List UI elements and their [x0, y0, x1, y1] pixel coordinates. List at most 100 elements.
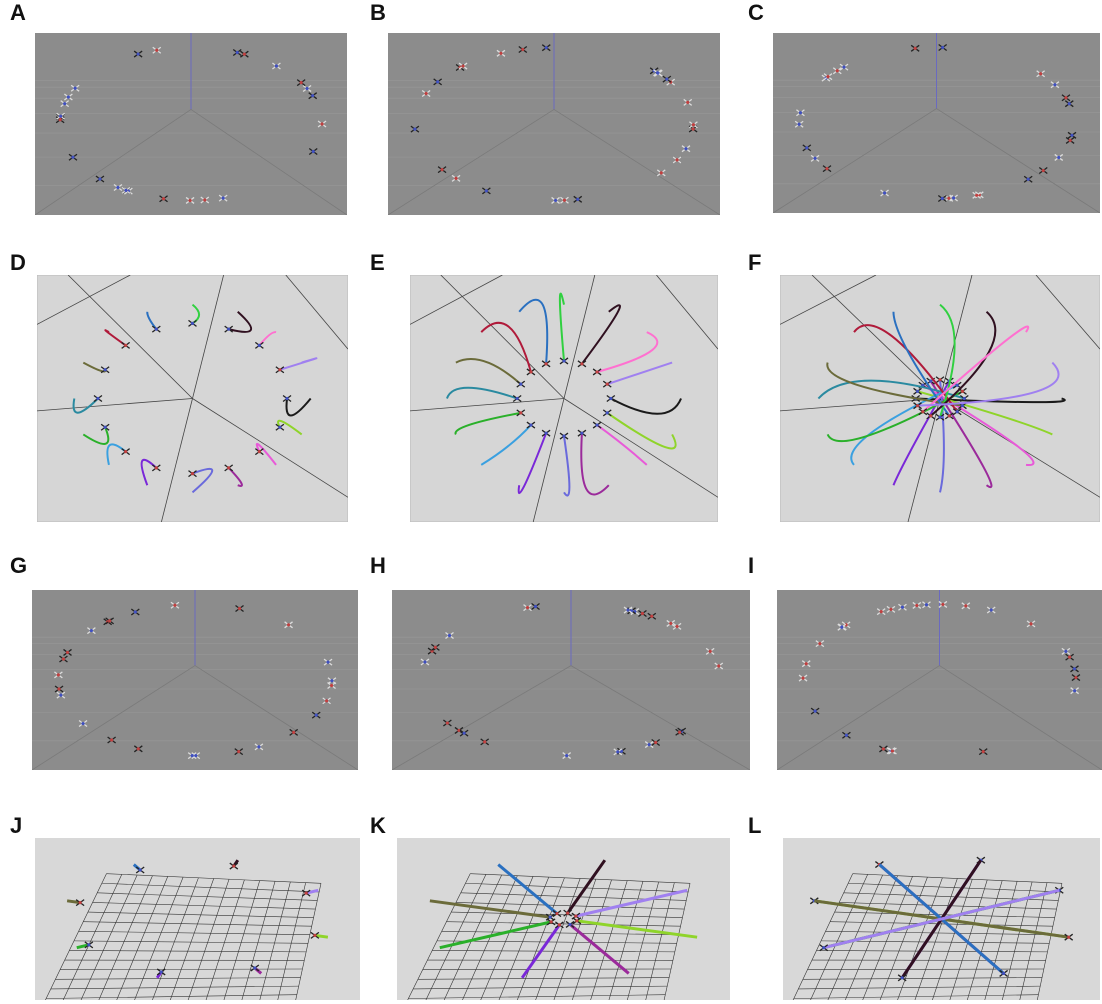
drone-body: [292, 731, 295, 734]
drone-body: [499, 52, 502, 55]
drone-body: [990, 608, 993, 611]
panel-label: G: [10, 553, 27, 578]
panel: [397, 838, 730, 1004]
drone-body: [544, 432, 547, 435]
panel: [783, 838, 1100, 1004]
drone-body: [665, 77, 668, 80]
drone-body: [90, 629, 93, 632]
drone-body: [124, 344, 127, 347]
drone-body: [110, 738, 113, 741]
floor: [397, 838, 730, 1000]
drone-body: [798, 123, 801, 126]
drone-body: [975, 194, 978, 197]
drone-body: [1068, 102, 1071, 105]
drone-body: [814, 710, 817, 713]
drone-body: [160, 970, 163, 973]
drone-body: [232, 864, 235, 867]
floor: [35, 838, 360, 1000]
drone-body: [901, 606, 904, 609]
drone-body: [929, 380, 932, 383]
drone-body: [74, 87, 77, 90]
drone-body: [155, 466, 158, 469]
drone-body: [550, 920, 553, 923]
drone-body: [516, 397, 519, 400]
drone-body: [1057, 156, 1060, 159]
drone-body: [485, 189, 488, 192]
drone-body: [1039, 72, 1042, 75]
panel: [777, 590, 1102, 770]
panel: [37, 275, 348, 522]
drone-body: [461, 64, 464, 67]
drone-body: [253, 966, 256, 969]
drone-body: [519, 383, 522, 386]
drone-body: [1002, 972, 1005, 975]
drone-body: [925, 603, 928, 606]
drone-body: [648, 743, 651, 746]
drone-body: [315, 714, 318, 717]
drone-body: [692, 127, 695, 130]
drone-body: [81, 722, 84, 725]
drone-body: [275, 64, 278, 67]
panel-label: A: [10, 0, 26, 25]
drone-body: [840, 626, 843, 629]
drone-body: [825, 167, 828, 170]
drone-body: [941, 46, 944, 49]
drone-body: [59, 694, 62, 697]
panel: [32, 590, 358, 770]
drone-body: [982, 750, 985, 753]
drone-body: [901, 976, 904, 979]
drone-body: [236, 51, 239, 54]
drone-body: [59, 115, 62, 118]
drone-body: [311, 94, 314, 97]
drone-body: [526, 606, 529, 609]
panel: [392, 590, 750, 770]
drone-body: [678, 731, 681, 734]
drone-body: [155, 49, 158, 52]
drone-body: [813, 157, 816, 160]
drone-body: [1067, 936, 1070, 939]
drone-body: [191, 754, 194, 757]
drone-body: [434, 646, 437, 649]
drone-body: [330, 684, 333, 687]
drone-body: [938, 416, 941, 419]
drone-body: [423, 660, 426, 663]
panel-label: K: [370, 813, 386, 838]
drone-body: [155, 328, 158, 331]
drone-body: [606, 383, 609, 386]
drone-body: [483, 740, 486, 743]
drone-body: [1064, 96, 1067, 99]
panel-label: I: [748, 553, 754, 578]
panel-label: E: [370, 250, 385, 275]
drone-body: [818, 642, 821, 645]
drone-body: [222, 197, 225, 200]
drone-body: [929, 414, 932, 417]
drone-body: [596, 370, 599, 373]
drone-body: [243, 53, 246, 56]
drone-body: [305, 892, 308, 895]
drone-body: [799, 111, 802, 114]
drone-body: [521, 48, 524, 51]
drone-body: [238, 607, 241, 610]
drone-body: [1027, 178, 1030, 181]
drone-body: [921, 410, 924, 413]
drone-body: [709, 650, 712, 653]
drone-body: [124, 450, 127, 453]
panel: [773, 33, 1100, 213]
drone-body: [686, 101, 689, 104]
panel-label: F: [748, 250, 761, 275]
drone-body: [669, 622, 672, 625]
drone-body: [956, 384, 959, 387]
drone-body: [529, 423, 532, 426]
drone-body: [325, 699, 328, 702]
drone-body: [801, 676, 804, 679]
drone-body: [448, 634, 451, 637]
panel-label: L: [748, 813, 761, 838]
drone-body: [1073, 689, 1076, 692]
drone-body: [684, 147, 687, 150]
drone-body: [191, 322, 194, 325]
drone-body: [947, 197, 950, 200]
drone-body: [961, 404, 964, 407]
drone-body: [891, 749, 894, 752]
drone-body: [555, 912, 558, 915]
panel-label: D: [10, 250, 26, 275]
